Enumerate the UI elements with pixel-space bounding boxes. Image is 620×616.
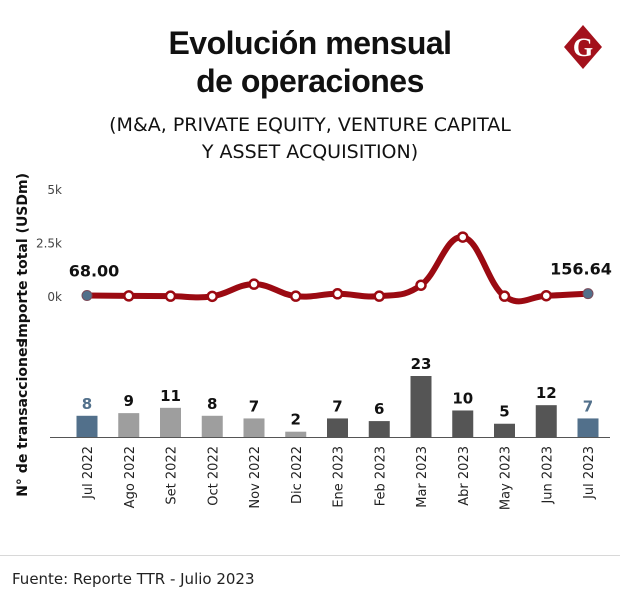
bar [368,421,390,437]
bar-value-label: 8 [82,395,92,413]
title-line-2: de operaciones [196,63,424,99]
bar [452,410,474,437]
bar-value-label: 7 [249,397,259,415]
data-point [164,290,177,302]
bar [76,415,98,437]
x-tick-label: Set 2022 [165,446,180,505]
line-y-axis-label: Importe total (USDm) [15,173,31,343]
data-point [331,288,344,300]
data-point [415,279,427,291]
bar-y-axis-label: N° de transacciones [15,339,31,497]
y-tick-label: 0k [47,290,62,304]
bar [535,405,557,437]
brand-logo-icon: G [564,25,602,69]
data-point [123,290,135,302]
subtitle-line-2: Y ASSET ACQUISITION) [201,141,419,163]
bar-value-label: 10 [452,389,473,407]
highlighted-point [582,288,594,300]
amount-data-labels: 68.00 156.64 [69,260,612,281]
data-point [290,290,302,302]
x-tick-label: May 2023 [499,446,514,510]
x-axis-labels: Jul 2022 Ago 2022 Set 2022 Oct 2022 Nov 2022… [81,446,597,510]
bar [118,413,140,437]
data-point [206,290,218,303]
x-tick-label: Jul 2022 [81,446,96,500]
x-tick-label: Jun 2023 [540,446,555,505]
bar-value-label: 7 [583,397,593,415]
data-point [248,278,260,290]
chart-area: Importe total (USDm) 0k 2.5k 5k 68.00 156.6… [15,173,612,510]
chart-subtitle: (M&A, PRIVATE EQUITY, VENTURE CAPITAL Y … [0,112,620,166]
chart-title: Evolución mensual de operaciones [0,24,620,100]
bar [160,407,181,437]
bar-value-label: 2 [291,411,301,429]
data-point [498,290,511,302]
bar [201,415,223,437]
source-note: Fuente: Reporte TTR - Julio 2023 [12,570,255,588]
bar-value-label: 6 [374,400,384,418]
title-line-1: Evolución mensual [168,25,452,61]
amount-line-chart: Importe total (USDm) 0k 2.5k 5k 68.00 156.6… [15,173,612,343]
bars [76,376,599,437]
bar [577,418,599,437]
bar [327,418,348,437]
data-point [457,231,469,243]
bar-value-label: 5 [499,403,509,421]
x-tick-label: Dic 2022 [290,446,305,504]
bar-value-labels: 8 9 11 8 7 2 7 6 23 10 5 12 7 [82,355,593,429]
bar-value-label: 7 [332,397,342,415]
x-tick-label: Ago 2022 [123,446,138,508]
x-tick-label: Nov 2022 [248,446,263,509]
amount-points [81,231,594,303]
bar [285,431,307,437]
logo-diamond [564,25,602,69]
logo-letter: G [573,33,593,62]
line-y-ticks: 0k 2.5k 5k [36,183,62,304]
bar-value-label: 8 [207,395,217,413]
data-point [373,290,385,302]
transactions-bar-chart: N° de transacciones 8 9 11 8 7 2 7 6 23 10 5 12 7 Ju… [15,339,610,510]
x-tick-label: Abr 2023 [457,446,472,506]
bar-value-label: 9 [124,392,134,410]
x-tick-label: Oct 2022 [206,446,221,506]
x-tick-label: Mar 2023 [415,446,430,508]
footer-divider [0,555,620,556]
amount-data-label: 156.64 [550,260,612,279]
bar [243,418,265,437]
x-tick-label: Feb 2023 [373,446,388,506]
bar [410,376,432,437]
subtitle-line-1: (M&A, PRIVATE EQUITY, VENTURE CAPITAL [109,114,511,136]
bar [494,423,515,437]
y-tick-label: 2.5k [36,237,62,251]
bar-value-label: 23 [411,355,432,373]
x-tick-label: Jul 2023 [582,446,597,500]
bar-value-label: 11 [160,387,181,405]
highlighted-point [81,290,93,302]
x-tick-label: Ene 2023 [332,446,347,508]
bar-value-label: 12 [536,384,557,402]
y-tick-label: 5k [47,183,62,197]
amount-data-label: 68.00 [69,262,120,281]
data-point [540,289,552,302]
